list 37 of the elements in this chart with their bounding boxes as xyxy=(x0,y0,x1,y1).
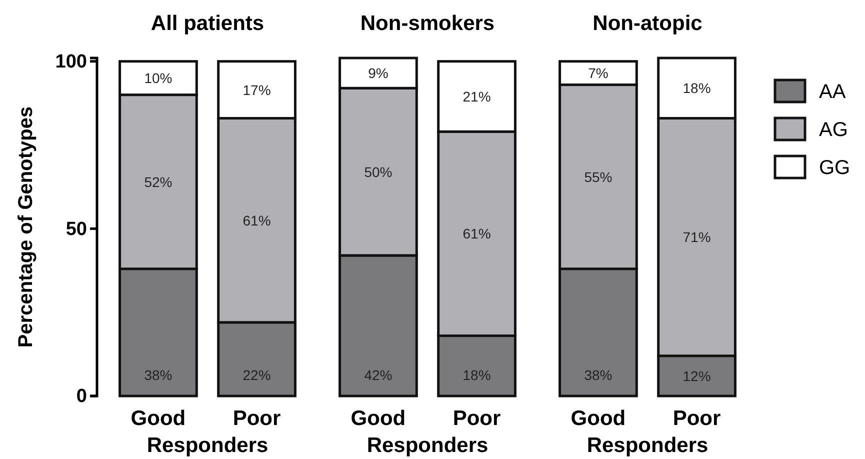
x-tick-label: Good xyxy=(570,407,626,430)
x-tick-label: Poor xyxy=(232,407,281,430)
x-tick-label: Good xyxy=(350,407,406,430)
x-axis-title: Responders xyxy=(366,434,488,457)
data-label: 9% xyxy=(368,65,388,82)
legend-label: AA xyxy=(819,81,846,103)
y-tick-label: 100 xyxy=(55,51,87,72)
x-tick-label: Poor xyxy=(452,407,501,430)
data-label: 71% xyxy=(682,229,711,246)
data-label: 61% xyxy=(462,226,491,242)
chart-title: All patients xyxy=(150,12,264,35)
chart-title: Non-atopic xyxy=(592,12,703,35)
y-axis-title: Percentage of Genotypes xyxy=(15,106,37,348)
data-label: 42% xyxy=(364,367,392,383)
data-label: 7% xyxy=(588,65,608,82)
x-axis-title: Responders xyxy=(146,434,268,457)
data-label: 52% xyxy=(144,174,172,190)
data-label: 50% xyxy=(364,164,392,180)
x-axis-title: Responders xyxy=(586,434,708,457)
data-label: 22% xyxy=(242,367,271,383)
x-tick-label: Good xyxy=(130,407,186,430)
x-tick-label: Poor xyxy=(672,407,721,430)
data-label: 38% xyxy=(584,367,612,383)
data-label: 18% xyxy=(682,80,711,96)
data-label: 61% xyxy=(242,212,271,228)
data-label: 12% xyxy=(682,368,711,384)
data-label: 17% xyxy=(242,82,271,98)
data-label: 38% xyxy=(144,367,172,383)
y-tick-label: 0 xyxy=(76,386,87,408)
data-label: 21% xyxy=(462,88,491,104)
data-label: 55% xyxy=(584,168,612,185)
data-label: 10% xyxy=(144,70,172,86)
chart-title: Non-smokers xyxy=(360,12,495,35)
data-label: 18% xyxy=(462,367,491,383)
y-tick-label: 50 xyxy=(66,218,87,240)
legend-label: AG xyxy=(819,119,848,141)
legend-label: GG xyxy=(819,157,850,179)
